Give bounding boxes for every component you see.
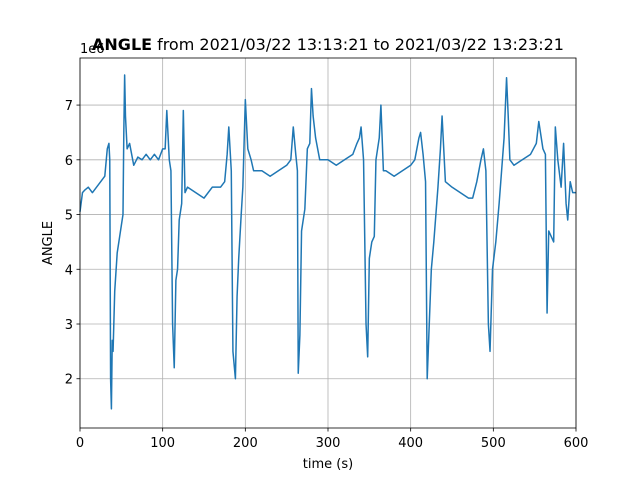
y-axis-label: ANGLE: [41, 221, 56, 265]
title-bold: ANGLE: [92, 35, 152, 54]
plot-area: 0 100 200 300 400 500 600 2 3 4 5 6 7: [65, 57, 589, 451]
x-tick-label: 600: [564, 436, 589, 451]
y-tick-label: 2: [65, 373, 73, 388]
y-tick-label: 6: [65, 154, 73, 169]
offset-label: 1e6: [80, 42, 105, 57]
x-tick-label: 400: [398, 436, 423, 451]
title-rest: from 2021/03/22 13:13:21 to 2021/03/22 1…: [157, 35, 564, 54]
x-tick-label: 100: [150, 436, 175, 451]
y-tick-label: 7: [65, 99, 73, 114]
y-tick-label: 3: [65, 318, 73, 333]
x-axis-label: time (s): [303, 457, 353, 472]
x-tick-label: 0: [76, 436, 84, 451]
x-tick-label: 500: [481, 436, 506, 451]
axes-frame: [79, 57, 577, 429]
x-tick-label: 300: [316, 436, 341, 451]
x-tick-label: 200: [233, 436, 258, 451]
y-tick-label: 4: [65, 263, 73, 278]
chart-title: ANGLE from 2021/03/22 13:13:21 to 2021/03…: [92, 35, 564, 54]
data-line: [79, 74, 576, 410]
y-tick-label: 5: [65, 209, 73, 224]
